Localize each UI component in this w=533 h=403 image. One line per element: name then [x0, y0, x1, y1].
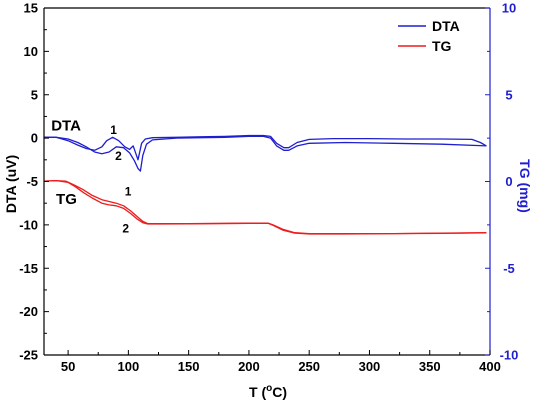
x-tick-label: 200	[238, 359, 260, 374]
y-left-tick-label: -10	[19, 217, 38, 232]
y-left-tick-label: -5	[26, 174, 38, 189]
x-axis-title: T (oC)	[249, 383, 287, 400]
y-left-tick-label: 5	[31, 87, 38, 102]
annotation-label: DTA	[51, 117, 81, 134]
annotation-label: TG	[56, 191, 77, 208]
y-right-tick-label: -10	[500, 348, 519, 363]
legend-label: TG	[432, 38, 452, 54]
x-tick-label: 400	[479, 359, 501, 374]
series-line-3	[43, 179, 487, 235]
y-right-tick-label: 10	[502, 1, 516, 16]
y-left-tick-label: 15	[24, 1, 38, 16]
x-tick-label: 150	[178, 359, 200, 374]
y-left-axis-title: DTA (uV)	[3, 155, 19, 213]
legend: DTA TG	[398, 18, 460, 54]
y-right-tick-label: 0	[505, 174, 512, 189]
right-axis: 10 5 0 -5 -10	[485, 1, 518, 363]
bottom-axis: 50 100 150 200 250 300 350 400	[61, 350, 501, 374]
annotation-label: 2	[122, 222, 129, 236]
legend-label: DTA	[432, 18, 460, 34]
x-tick-label: 50	[61, 359, 75, 374]
x-tick-label: 300	[359, 359, 381, 374]
annotation-label: 1	[110, 123, 117, 137]
y-left-tick-label: 0	[31, 131, 38, 146]
series-line-4	[43, 179, 487, 235]
x-tick-label: 350	[419, 359, 441, 374]
plot-frame	[43, 7, 491, 356]
annotations: DTA TG 1 2 1 2	[51, 117, 132, 235]
y-right-axis-title: TG (mg)	[517, 159, 533, 213]
annotation-label: 1	[125, 184, 132, 198]
y-right-tick-label: -5	[503, 261, 515, 276]
y-left-tick-label: 10	[24, 44, 38, 59]
x-tick-label: 250	[298, 359, 320, 374]
y-right-tick-label: 5	[505, 87, 512, 102]
x-axis-title-degree: o	[266, 383, 272, 394]
series-line-2	[44, 135, 487, 172]
plot-curves	[43, 134, 487, 235]
x-axis-title-unit: C)	[272, 384, 287, 400]
left-axis: 15 10 5 0 -5 -10 -15 -20 -25	[19, 1, 49, 363]
y-left-tick-label: -15	[19, 261, 38, 276]
y-left-tick-label: -20	[19, 304, 38, 319]
annotation-label: 2	[115, 149, 122, 163]
x-axis-title-main: T (	[249, 384, 266, 400]
y-left-tick-label: -25	[19, 348, 38, 363]
series-line-1	[44, 134, 487, 161]
x-tick-label: 100	[118, 359, 140, 374]
